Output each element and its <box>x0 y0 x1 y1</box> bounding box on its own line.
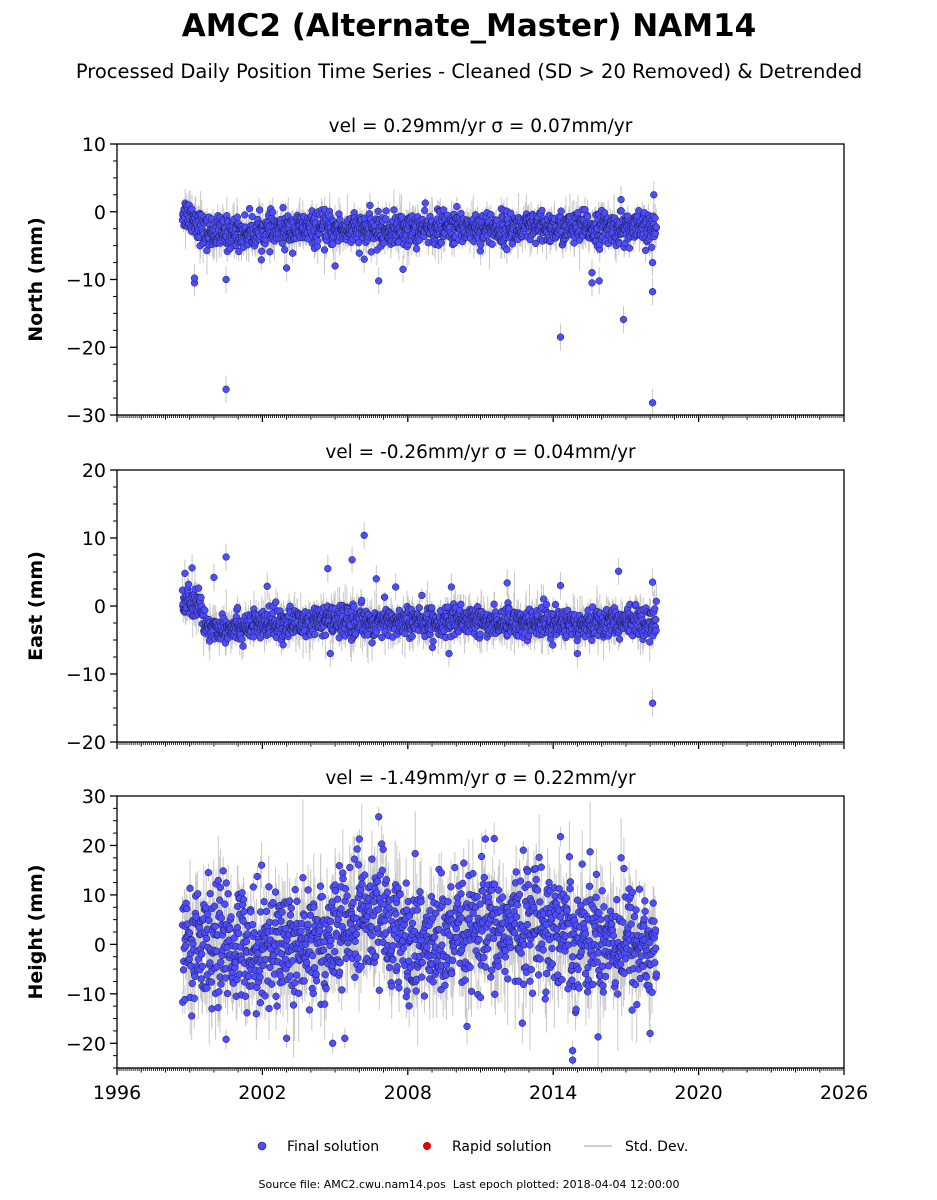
data-point <box>588 279 596 287</box>
data-point <box>374 207 382 215</box>
data-point <box>248 212 256 221</box>
data-point <box>197 593 205 602</box>
data-point <box>650 191 658 199</box>
data-point <box>556 333 565 341</box>
data-point <box>257 256 265 264</box>
data-point <box>382 215 390 223</box>
data-point <box>331 262 339 270</box>
data-point <box>532 239 540 248</box>
data-point <box>399 265 407 273</box>
figure-title: AMC2 (Alternate_Master) NAM14 <box>182 8 756 44</box>
figure-subtitle: Processed Daily Position Time Series - C… <box>76 60 862 83</box>
data-point <box>538 206 546 215</box>
data-point <box>619 315 628 324</box>
data-point <box>222 275 230 284</box>
data-point <box>421 206 429 215</box>
y-tick-label: −10 <box>66 270 106 292</box>
plot-area <box>178 181 660 415</box>
data-point <box>279 641 287 649</box>
data-point <box>487 210 495 219</box>
data-point <box>360 255 368 263</box>
data-point <box>281 246 289 254</box>
panel-1: vel = 0.29mm/yr σ = 0.07mm/yr North (mm) 1… <box>25 116 845 427</box>
data-point <box>588 269 596 277</box>
data-point <box>201 606 209 614</box>
y-tick-label: −30 <box>66 405 106 427</box>
data-point <box>382 207 390 215</box>
y-tick-label: −20 <box>66 337 106 359</box>
data-point <box>379 239 388 247</box>
data-point <box>557 207 565 215</box>
data-point <box>269 208 277 217</box>
data-point <box>507 209 515 218</box>
data-point <box>476 247 484 255</box>
data-point <box>190 274 199 282</box>
data-point <box>412 245 421 253</box>
plot-area <box>178 521 660 717</box>
data-point <box>241 211 249 219</box>
data-point <box>233 213 242 221</box>
data-point <box>184 580 193 588</box>
data-point <box>355 249 363 257</box>
data-point <box>437 239 445 247</box>
data-point <box>375 277 383 285</box>
panel-title: vel = 0.29mm/yr σ = 0.07mm/yr <box>329 116 633 137</box>
y-axis-label: North (mm) <box>25 217 47 342</box>
data-point <box>288 249 297 257</box>
panel-title: vel = -0.26mm/yr σ = 0.04mm/yr <box>325 442 636 463</box>
data-point <box>648 243 656 252</box>
data-point <box>625 244 634 252</box>
data-point <box>239 642 247 650</box>
data-point <box>488 240 496 248</box>
data-point <box>354 239 363 247</box>
data-point <box>314 237 322 245</box>
data-point <box>278 239 286 247</box>
x-ticks <box>116 415 845 422</box>
y-ticks <box>110 143 117 416</box>
data-point <box>390 206 398 214</box>
data-point <box>258 247 266 255</box>
data-point <box>235 247 243 256</box>
data-point <box>282 264 291 272</box>
panels: vel = 0.29mm/yr σ = 0.07mm/yr North (mm) 1… <box>25 116 868 1104</box>
data-point <box>648 288 657 296</box>
data-point <box>194 584 203 592</box>
data-point <box>256 634 265 642</box>
y-tick-label: 0 <box>94 202 106 224</box>
data-point <box>477 241 485 249</box>
y-axis-label: East (mm) <box>25 551 47 661</box>
data-point <box>329 240 337 248</box>
data-point <box>617 207 625 215</box>
data-point <box>272 598 280 606</box>
data-point <box>648 399 657 407</box>
data-point <box>320 246 329 254</box>
data-point <box>366 201 374 210</box>
data-point <box>222 385 230 393</box>
data-point <box>238 635 246 643</box>
data-point <box>453 202 461 211</box>
data-point <box>279 204 287 212</box>
data-point <box>503 245 511 254</box>
data-point <box>245 205 254 213</box>
data-point <box>595 277 603 285</box>
data-point <box>617 195 625 204</box>
data-point <box>652 223 660 231</box>
final-solution-points <box>178 531 660 707</box>
data-point <box>651 214 659 222</box>
data-point <box>233 604 242 612</box>
data-point <box>648 258 657 267</box>
final-solution-points <box>178 191 660 407</box>
y-tick-label: 10 <box>82 134 106 156</box>
data-point <box>583 213 592 221</box>
data-point <box>421 199 429 207</box>
data-point <box>255 206 264 214</box>
data-point <box>641 246 650 255</box>
data-point <box>439 206 447 214</box>
data-point <box>266 248 274 256</box>
